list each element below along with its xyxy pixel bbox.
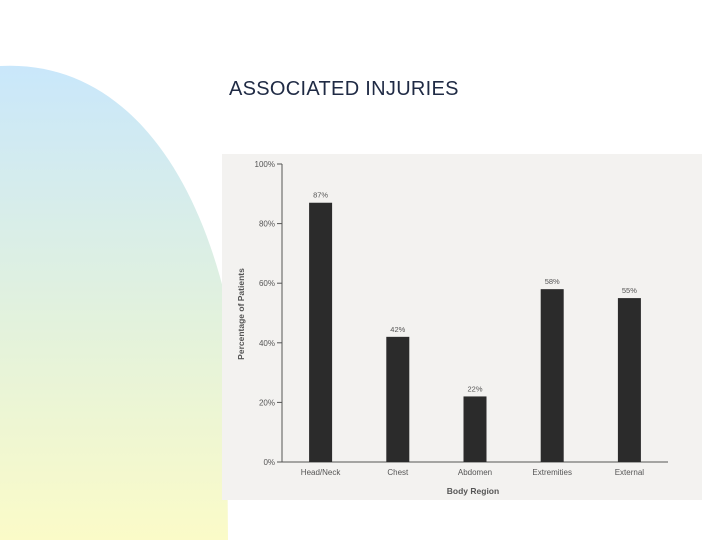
chart-labels: 87% Head/Neck 42% Chest 22% Abdomen 58% Extremi… [301,191,644,477]
y-tick-label: 0% [263,458,275,467]
bar-value-label: 42% [390,325,405,334]
bar [463,396,487,462]
x-tick-label: External [615,468,645,477]
slide-title: ASSOCIATED INJURIES [229,78,459,100]
bar [540,289,564,462]
x-tick-label: Chest [387,468,409,477]
bar-value-label: 55% [622,286,637,295]
bar-value-label: 87% [313,191,328,200]
bar-chart: 0% 20% 40% 60% 80% 100% 87% Head/Neck 42% Chest 2… [236,160,668,496]
x-tick-label: Abdomen [458,468,492,477]
y-tick-label: 80% [259,220,275,229]
y-tick-label: 40% [259,339,275,348]
y-tick-label: 100% [255,160,275,169]
chart-bars [309,202,641,463]
bar-value-label: 58% [545,277,560,286]
x-axis-title: Body Region [447,486,499,496]
bar [617,298,641,462]
y-tick-label: 60% [259,279,275,288]
x-tick-label: Extremities [532,468,572,477]
bar [386,336,410,462]
y-axis-title: Percentage of Patients [236,268,246,360]
background-decoration [0,65,228,540]
bar [309,202,333,463]
y-tick-label: 20% [259,398,275,407]
bar-value-label: 22% [467,384,482,393]
x-tick-label: Head/Neck [301,468,342,477]
